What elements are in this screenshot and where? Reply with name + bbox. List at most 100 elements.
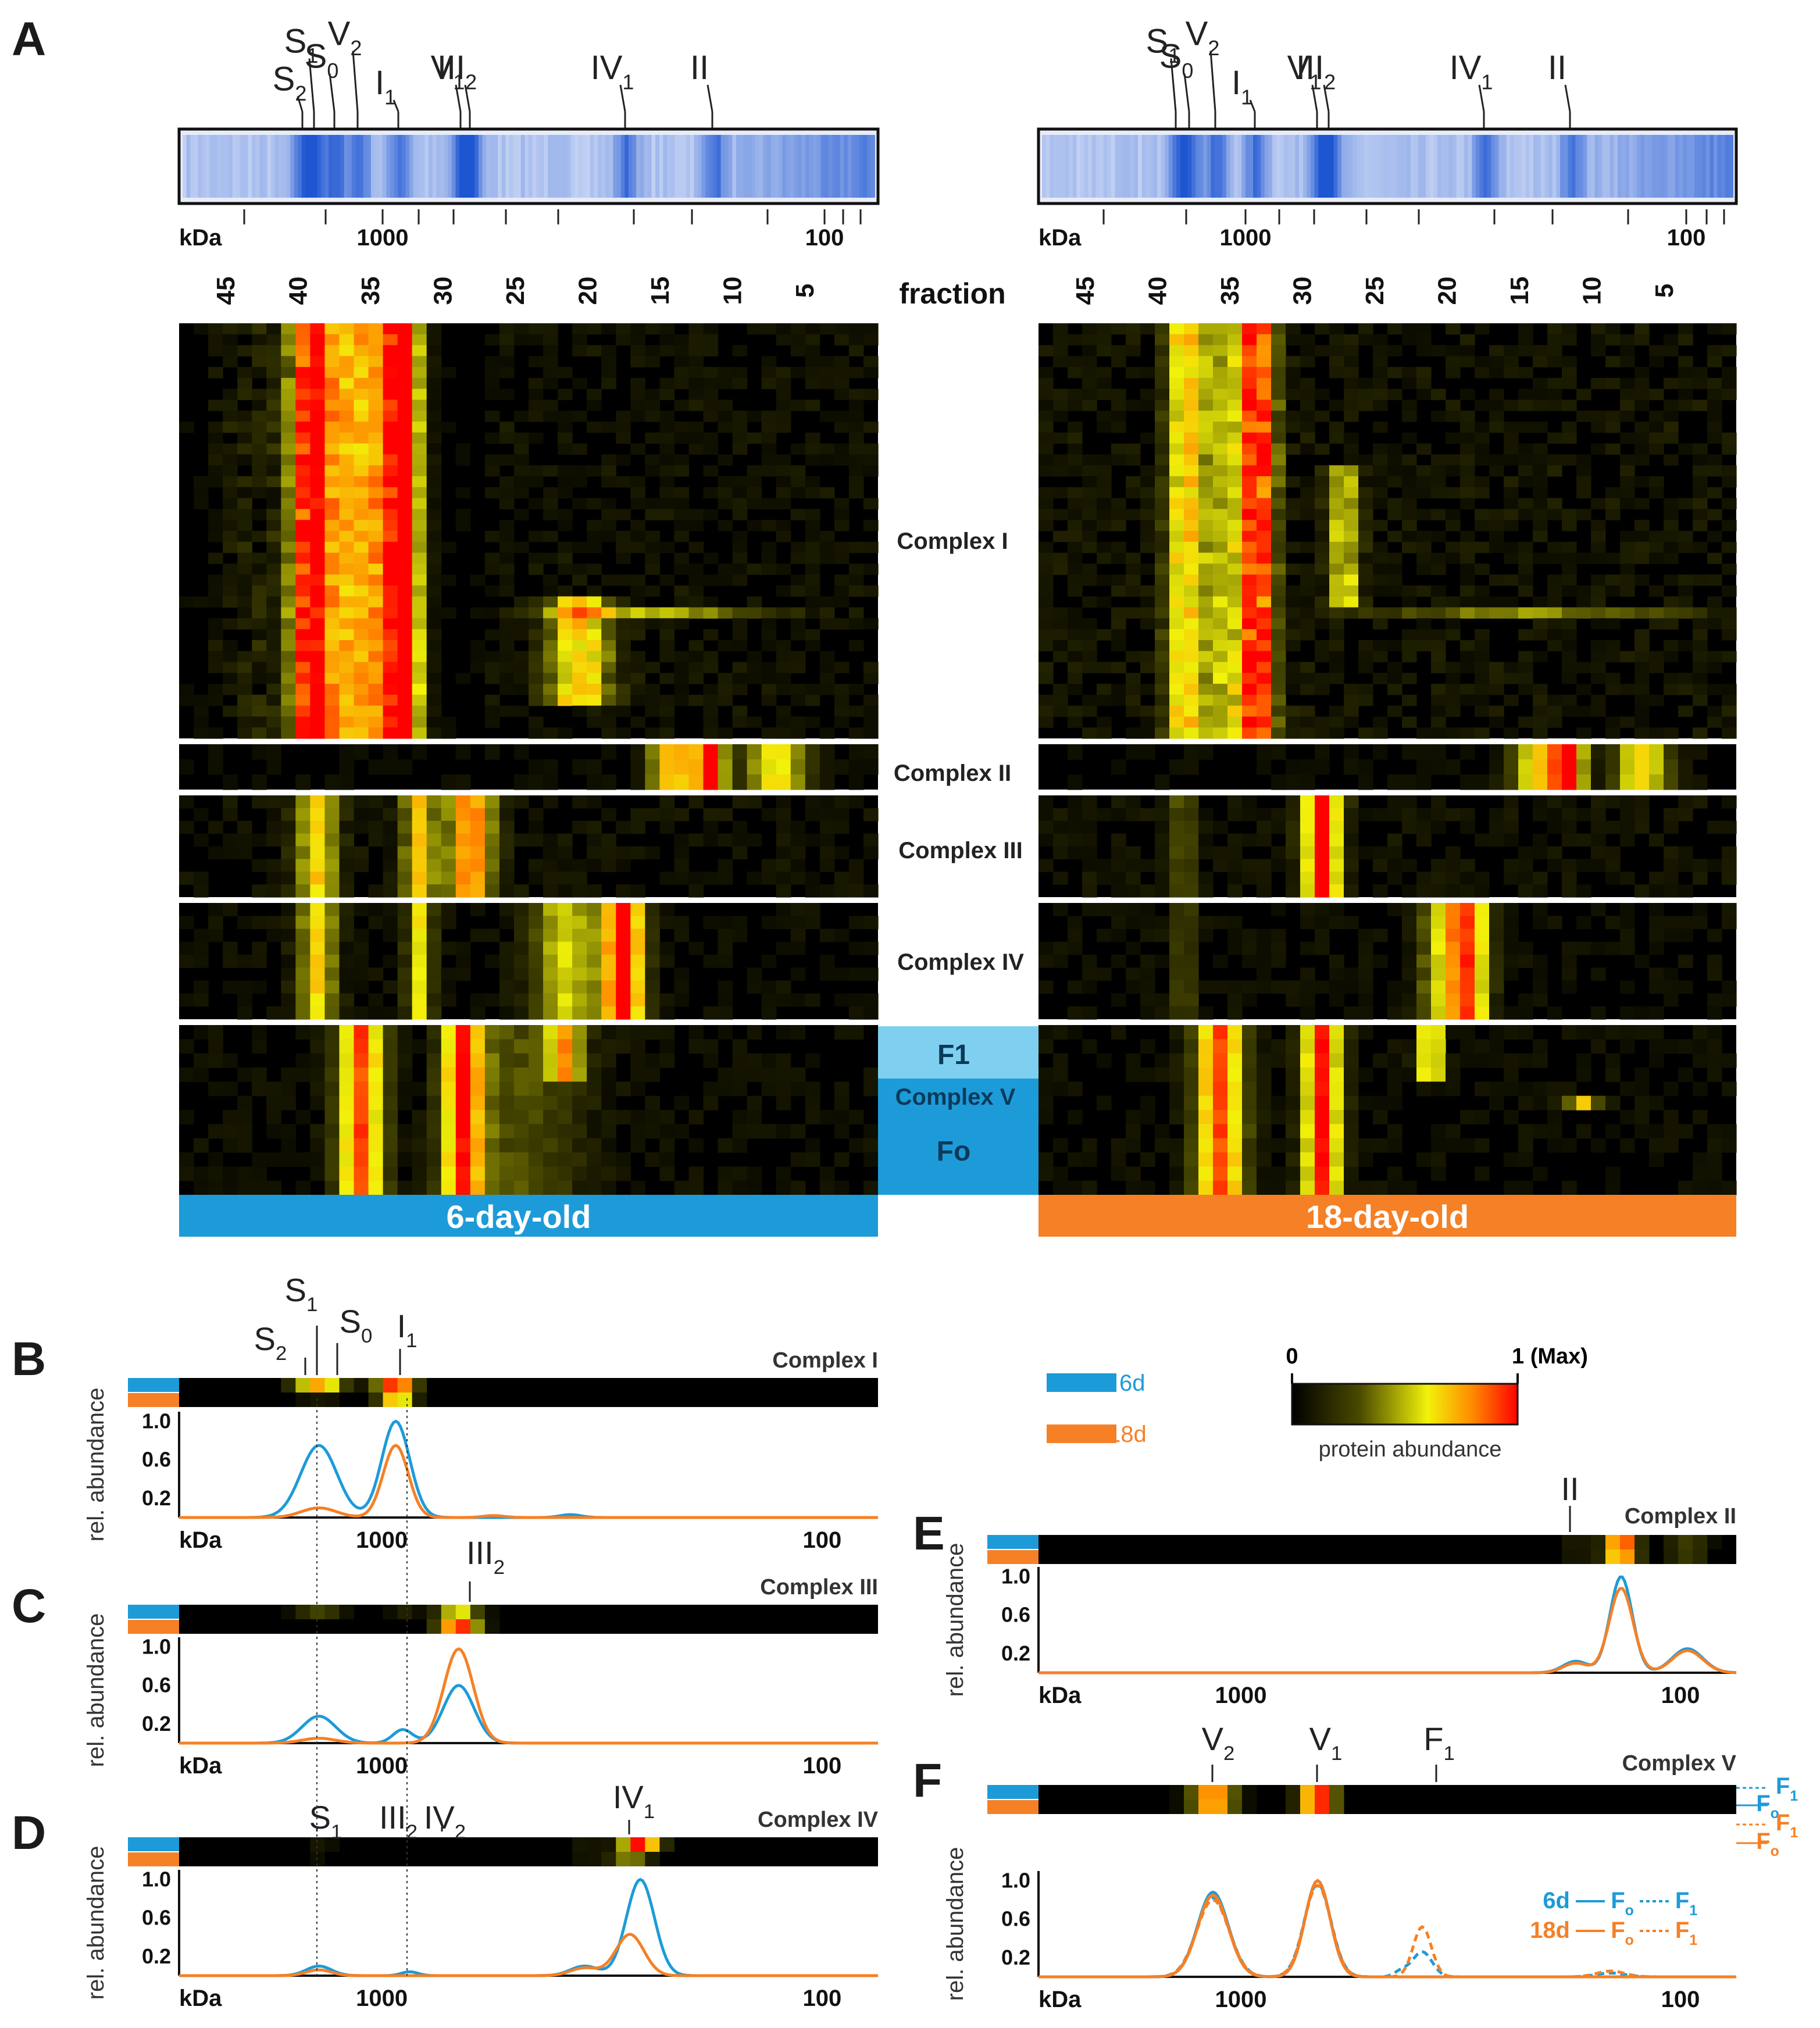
heat-left-ci-cell [484,432,500,444]
heat-right-civ-cell [1286,980,1301,994]
heat-left-ci-cell [223,563,238,575]
heat-left-ci-cell [397,323,413,335]
heat-right-ci-cell [1315,323,1330,335]
heat-right-ci-cell [1097,629,1112,641]
heat-right-ci-cell [1664,596,1679,608]
gel-left-lane-slice [305,135,311,198]
heat-right-cv-cell [1707,1025,1722,1040]
heat-left-ci-cell [543,629,558,641]
heat-left-ci-cell [761,410,777,422]
heat-left-ciii-cell [848,795,864,809]
heat-right-ci-cell [1039,629,1054,641]
heat-right-ciii-cell [1140,859,1155,872]
heat-left-ci-cell [513,487,529,499]
heat-left-ci-cell [630,596,645,608]
heat-right-ci-cell [1184,684,1199,695]
heat-left-ci-cell [281,520,296,531]
heat-right-ci-cell [1257,476,1272,488]
heat-right-ci-cell [1562,607,1577,619]
heat-right-ci-cell [1373,388,1388,401]
heat-left-cv-cell [339,1138,355,1153]
heat-right-ciii-cell [1460,808,1475,822]
heat-right-ci-cell [1591,531,1606,542]
heat-right-cv-cell [1489,1081,1504,1097]
heat-left-ciii-cell [848,872,864,885]
heat-left-ci-cell [834,585,850,597]
heat-left-civ-cell [587,941,602,955]
heat-right-ci-cell [1489,531,1504,542]
heat-left-cv-cell [499,1039,515,1054]
heat-right-ci-cell [1126,552,1141,564]
heat-right-ci-cell [1053,399,1068,411]
heat-right-cv-cell [1387,1095,1403,1111]
gel-right-lane-slice [1575,135,1580,198]
heat-right-cv-cell [1431,1039,1446,1054]
heat-left-ci-cell [674,531,690,542]
heat-right-ci-cell [1155,662,1170,673]
heat-right-civ-cell [1271,903,1286,916]
gel-left-band-leader [297,96,304,112]
heat-right-civ-cell [1126,967,1141,981]
heat-left-cv-cell [281,1124,296,1139]
gel-right-lane-slice [1568,135,1572,198]
heat-left-ci-cell [266,651,281,663]
heat-right-ci-cell [1242,640,1257,652]
heat-left-ci-cell [412,377,427,390]
gel-right-lane-slice [1122,135,1127,198]
heat-left-ci-cell [383,498,398,510]
heat-left-ciii-cell [776,859,791,872]
heat-left-ci-cell [819,618,835,630]
heat-right-ciii-cell [1213,820,1228,834]
heat-right-civ-cell [1155,1006,1170,1020]
heat-right-cv-cell [1053,1138,1068,1153]
heat-left-cv-cell [223,1124,238,1139]
heat-left-ci-cell [790,345,806,356]
heat-right-cv-cell [1591,1039,1606,1054]
heat-right-ci-cell [1635,388,1650,401]
heat-left-ci-cell [558,585,573,597]
heat-right-cv-cell [1664,1039,1679,1054]
heat-right-ci-cell [1140,727,1155,739]
heat-left-ci-cell [397,388,413,401]
heat-right-ci-cell [1518,563,1533,575]
heat-left-ci-cell [339,640,355,652]
heat-right-ciii-cell [1097,808,1112,822]
gel-right-lane-slice [1560,135,1565,198]
heat-left-ci-cell [208,618,223,630]
heat-right-ci-cell [1344,410,1359,422]
heat-right-ci-cell [1358,585,1373,597]
heat-right-ci-cell [1198,334,1214,346]
panel-label-a: A [12,13,46,66]
gel-left-lane-slice [444,135,449,198]
heat-left-ci-cell [252,574,267,586]
heat-right-ci-cell [1242,673,1257,684]
gel-left-lane-slice [832,135,837,198]
heat-right-ci-cell [1373,334,1388,346]
heat-right-cv-cell [1184,1067,1199,1082]
gel-right-lane-slice [1268,135,1273,198]
gel-right-lane-slice [1111,135,1116,198]
gel-left-lane-slice [636,135,641,198]
heat-left-cv-cell [747,1110,762,1124]
gel-right-lane-slice [1714,135,1718,198]
heat-right-cv-cell [1547,1081,1562,1097]
heat-right-ci-cell [1111,399,1126,411]
heat-left-ci-cell [718,399,733,411]
heat-left-ci-cell [441,367,456,379]
heat-right-ci-cell [1184,662,1199,673]
heat-right-civ-cell [1155,916,1170,930]
gel-left-lane-slice [271,135,276,198]
heat-left-ciii-cell [426,820,442,834]
heat-left-ciii-cell [805,808,820,822]
heat-right-ci-cell [1068,531,1083,542]
heat-right-cv-cell [1518,1138,1533,1153]
heat-right-ci-cell [1707,356,1722,367]
heat-right-civ-cell [1707,967,1722,981]
heat-left-ci-cell [499,356,515,367]
heat-left-ci-cell [368,651,384,663]
heat-right-cii-cell [1547,744,1562,760]
heat-left-cii-cell [441,774,456,790]
heat-left-cv-cell [281,1138,296,1153]
heat-right-civ-cell [1344,967,1359,981]
heat-left-ci-cell [441,422,456,433]
